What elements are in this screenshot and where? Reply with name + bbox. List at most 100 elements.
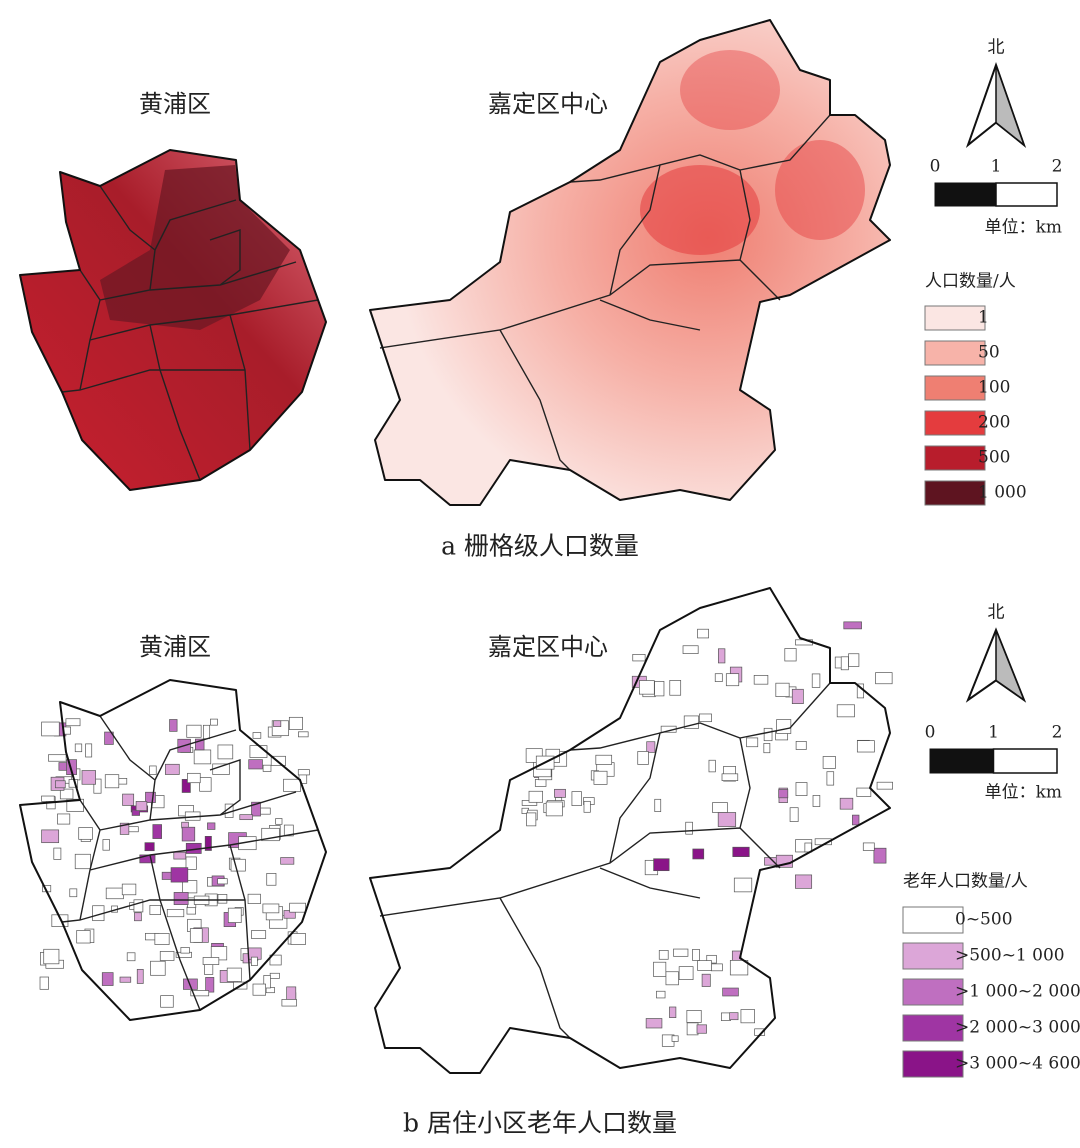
residential-block <box>699 713 712 723</box>
residential-block <box>154 933 170 945</box>
residential-block <box>205 977 215 993</box>
residential-block <box>722 987 739 997</box>
scale-tick: 0 <box>925 723 936 743</box>
residential-block <box>763 727 773 742</box>
residential-block <box>273 720 282 727</box>
scale-tick: 2 <box>1052 723 1063 743</box>
scale-tick: 1 <box>991 157 1002 177</box>
scale-tick: 1 <box>988 723 999 743</box>
residential-block <box>283 824 294 837</box>
residential-block <box>682 645 699 654</box>
residential-block <box>169 719 178 732</box>
legend-swatch <box>902 978 964 1006</box>
residential-block <box>717 812 737 827</box>
residential-block <box>149 905 161 915</box>
residential-block <box>686 1022 699 1036</box>
residential-block <box>708 759 716 773</box>
residential-block <box>41 795 55 802</box>
north-label: 北 <box>988 38 1005 58</box>
residential-block <box>85 743 93 758</box>
residential-block <box>269 972 280 979</box>
residential-block <box>252 732 262 739</box>
residential-block <box>288 716 303 730</box>
residential-block <box>53 847 62 860</box>
legend-label: >500~1 000 <box>955 946 1065 966</box>
residential-block <box>65 718 81 727</box>
residential-block <box>195 738 205 751</box>
caption: b 居住小区老年人口数量 <box>403 1109 677 1138</box>
residential-block <box>645 1018 663 1029</box>
residential-block <box>685 821 693 835</box>
residential-block <box>776 719 792 734</box>
residential-block <box>671 1035 679 1042</box>
north-arrow-half <box>995 629 1026 703</box>
residential-block <box>160 995 174 1008</box>
residential-block <box>186 724 202 738</box>
residential-block <box>54 780 66 789</box>
residential-block <box>683 715 699 729</box>
residential-block <box>710 963 723 972</box>
residential-block <box>701 973 711 987</box>
residential-block <box>763 743 771 754</box>
residential-block <box>76 930 91 944</box>
residential-block <box>145 791 156 803</box>
residential-block <box>595 754 613 765</box>
residential-block <box>69 888 78 898</box>
residential-block <box>134 912 142 922</box>
map-jiading-raster <box>369 19 891 506</box>
residential-block <box>119 822 130 835</box>
residential-block <box>697 960 712 971</box>
residential-block <box>101 972 114 986</box>
residential-block <box>733 877 753 893</box>
residential-block <box>136 968 144 984</box>
residential-block <box>873 847 887 864</box>
residential-block <box>150 960 166 976</box>
residential-block <box>166 909 185 918</box>
residential-block <box>217 744 234 760</box>
residential-block <box>269 954 282 966</box>
residential-block <box>262 764 272 772</box>
residential-block <box>753 674 769 685</box>
residential-block <box>839 797 854 810</box>
residential-block <box>239 814 253 821</box>
legend-label: 100 <box>978 378 1010 398</box>
scale-bar-white <box>995 182 1058 207</box>
residential-block <box>126 952 136 962</box>
residential-block <box>41 721 60 737</box>
residential-block <box>43 948 60 965</box>
residential-block <box>227 907 242 923</box>
residential-block <box>696 1024 707 1034</box>
residential-block <box>182 880 198 894</box>
map-title: 黄浦区 <box>139 633 211 661</box>
residential-block <box>217 878 228 885</box>
residential-block <box>654 798 662 812</box>
legend-swatch <box>924 305 986 331</box>
residential-block <box>78 827 93 840</box>
residential-block <box>712 802 728 813</box>
residential-block <box>720 1012 731 1021</box>
residential-block <box>202 957 220 965</box>
residential-block <box>875 672 893 685</box>
residential-block <box>840 656 849 671</box>
residential-block <box>789 807 799 822</box>
residential-block <box>637 751 649 765</box>
residential-block <box>298 731 309 738</box>
residential-block <box>135 801 148 811</box>
residential-block <box>725 673 740 687</box>
residential-block <box>669 1006 677 1018</box>
residential-block <box>583 800 591 813</box>
residential-block <box>632 654 646 662</box>
legend-label: 50 <box>978 343 1000 363</box>
residential-block <box>692 848 705 860</box>
map-title: 嘉定区中心 <box>488 633 608 661</box>
map-title: 嘉定区中心 <box>488 90 608 118</box>
residential-block <box>697 628 709 639</box>
residential-block <box>193 749 212 765</box>
residential-block <box>190 990 210 997</box>
map-jiading-blocks <box>369 587 893 1074</box>
residential-block <box>262 903 280 914</box>
residential-block <box>729 960 749 976</box>
residential-block <box>149 765 157 775</box>
legend-title: 人口数量/人 <box>925 272 1016 292</box>
legend-swatch <box>902 1014 964 1042</box>
